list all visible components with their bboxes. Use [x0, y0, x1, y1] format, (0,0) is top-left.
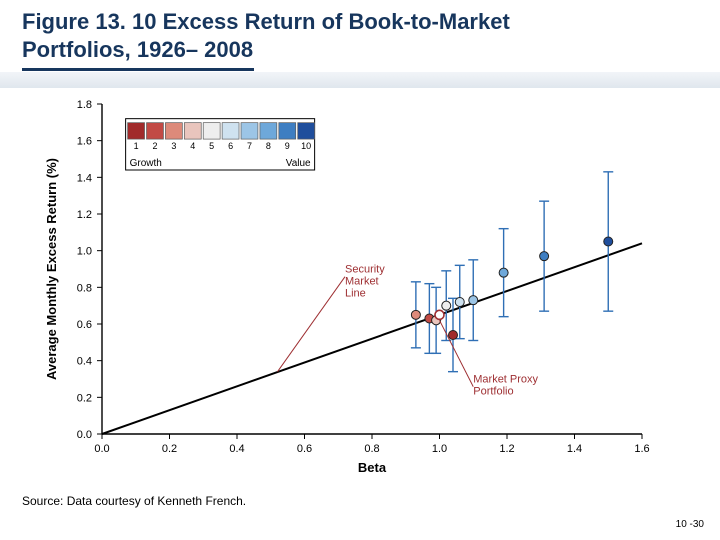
- y-tick-label: 0.4: [77, 356, 92, 368]
- y-tick-label: 1.6: [77, 136, 92, 148]
- legend-swatch: [298, 123, 315, 139]
- decor-band: [0, 72, 720, 88]
- legend-left-label: Growth: [130, 158, 162, 169]
- x-tick-label: 0.4: [229, 443, 244, 455]
- chart-container: 0.0 0.2 0.4 0.6 0.8 1.0 1.2 1.4 1.6 0.0 0.2 0.4 0.6 0…: [40, 98, 680, 498]
- legend-number: 2: [152, 141, 157, 151]
- y-tick-label: 0.6: [77, 319, 92, 331]
- legend-swatch: [203, 123, 220, 139]
- legend-number: 3: [171, 141, 176, 151]
- header-band: Figure 13. 10 Excess Return of Book-to-M…: [0, 0, 720, 88]
- data-point: [604, 237, 613, 246]
- legend-swatch: [184, 123, 201, 139]
- y-tick-label: 0.8: [77, 282, 92, 294]
- legend-swatch: [128, 123, 145, 139]
- data-point: [540, 252, 549, 261]
- y-tick-label: 1.8: [77, 99, 92, 111]
- x-tick-label: 0.2: [162, 443, 177, 455]
- annotation-text: Line: [345, 288, 366, 300]
- legend-number: 5: [209, 141, 214, 151]
- legend-swatch: [147, 123, 164, 139]
- y-tick-label: 0.2: [77, 392, 92, 404]
- data-point: [499, 268, 508, 277]
- legend-swatch: [279, 123, 296, 139]
- x-tick-label: 1.4: [567, 443, 582, 455]
- x-tick-label: 1.6: [634, 443, 649, 455]
- source-note: Source: Data courtesy of Kenneth French.: [22, 494, 246, 508]
- x-tick-label: 1.0: [432, 443, 447, 455]
- legend-swatch: [222, 123, 239, 139]
- y-axis-label: Average Monthly Excess Return (%): [44, 158, 59, 380]
- x-axis-label: Beta: [358, 460, 387, 475]
- data-point: [442, 301, 451, 310]
- x-tick-label: 0.0: [94, 443, 109, 455]
- legend-swatch: [165, 123, 182, 139]
- slide: Figure 13. 10 Excess Return of Book-to-M…: [0, 0, 720, 540]
- data-point: [411, 310, 420, 319]
- annotation-pointer: [440, 320, 474, 386]
- annotation-text: Portfolio: [473, 386, 513, 398]
- x-tick-label: 0.6: [297, 443, 312, 455]
- x-tick-label: 1.2: [499, 443, 514, 455]
- legend-swatch: [241, 123, 258, 139]
- legend-number: 8: [266, 141, 271, 151]
- annotation-text: Security: [345, 264, 385, 276]
- annotation-text: Market Proxy: [473, 374, 538, 386]
- y-tick-label: 1.2: [77, 209, 92, 221]
- market-proxy-point: [435, 310, 444, 319]
- legend-number: 1: [134, 141, 139, 151]
- legend-number: 6: [228, 141, 233, 151]
- legend-number: 9: [285, 141, 290, 151]
- y-tick-label: 0.0: [77, 429, 92, 441]
- page-number: 10 -30: [676, 519, 704, 530]
- legend-number: 10: [301, 141, 311, 151]
- annotation-pointer: [278, 277, 346, 372]
- y-tick-label: 1.4: [77, 172, 92, 184]
- data-point: [449, 331, 458, 340]
- legend-right-label: Value: [286, 158, 311, 169]
- chart-svg: 0.0 0.2 0.4 0.6 0.8 1.0 1.2 1.4 1.6 0.0 0.2 0.4 0.6 0…: [40, 98, 680, 498]
- slide-title: Figure 13. 10 Excess Return of Book-to-M…: [22, 8, 582, 63]
- legend-swatch: [260, 123, 277, 139]
- data-point: [455, 298, 464, 307]
- legend-number: 4: [190, 141, 195, 151]
- legend-number: 7: [247, 141, 252, 151]
- data-point: [469, 296, 478, 305]
- title-underline: [22, 68, 254, 71]
- x-tick-label: 0.8: [364, 443, 379, 455]
- annotation-text: Market: [345, 276, 379, 288]
- y-tick-label: 1.0: [77, 246, 92, 258]
